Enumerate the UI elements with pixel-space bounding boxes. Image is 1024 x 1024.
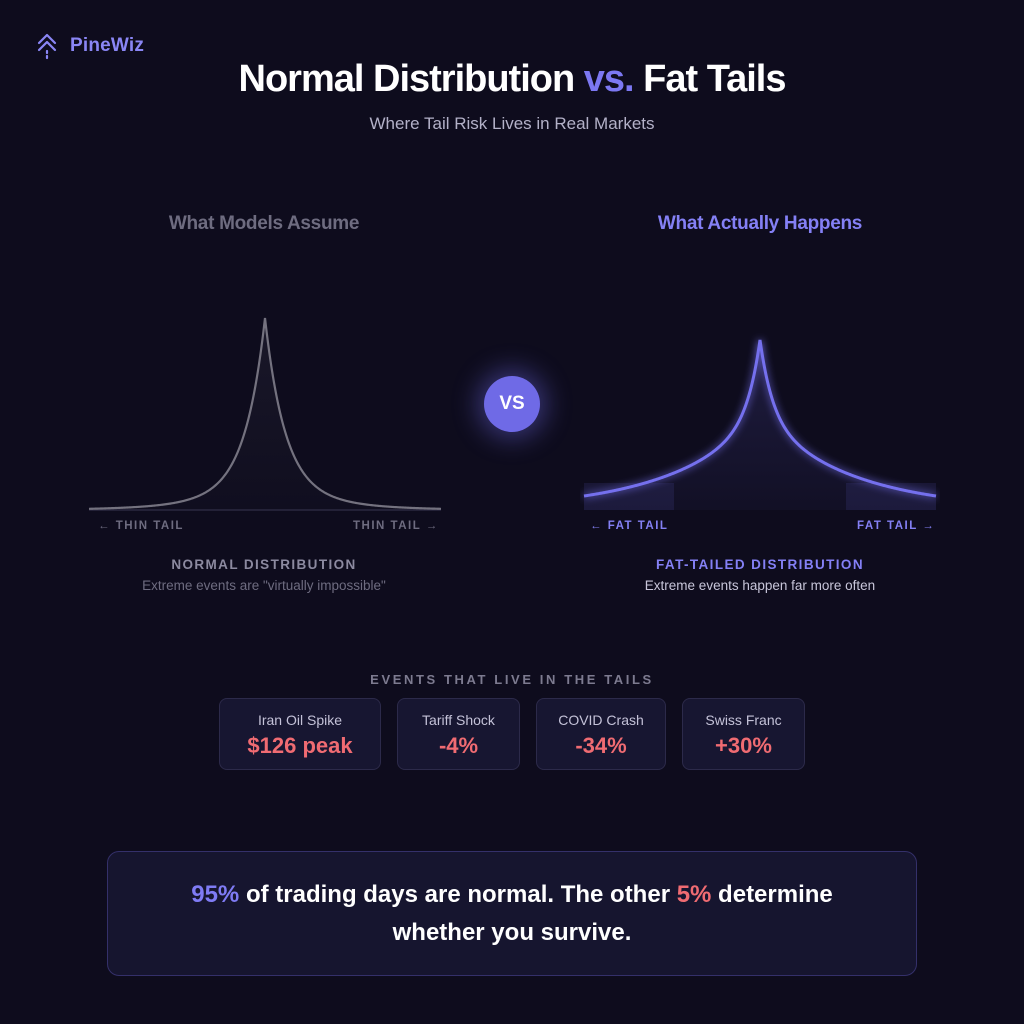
- event-name: COVID Crash: [558, 712, 644, 728]
- fat-tailed-distribution-curve: [583, 339, 937, 510]
- normal-panel-heading: What Models Assume: [168, 213, 360, 234]
- event-value: -4%: [438, 733, 479, 758]
- fat-tail-distribution-title: FAT-TAILED DISTRIBUTION: [656, 557, 864, 572]
- fat-right-tail-label: FAT TAIL →: [857, 520, 936, 532]
- page-subtitle: Where Tail Risk Lives in Real Markets: [369, 114, 655, 133]
- event-card: Iran Oil Spike $126 peak: [219, 698, 381, 770]
- bottom-callout: 95% of trading days are normal. The othe…: [107, 851, 917, 976]
- title-part-2: Fat Tails: [633, 58, 786, 100]
- page-title: Normal Distribution vs. Fat Tails: [0, 58, 1024, 101]
- vs-badge: VS: [484, 376, 540, 432]
- brand-name: PineWiz: [70, 35, 145, 56]
- normal-curve-line: [88, 317, 442, 510]
- fat-tail-panel-heading: What Actually Happens: [657, 213, 863, 234]
- events-section-title: EVENTS THAT LIVE IN THE TAILS: [370, 672, 654, 687]
- callout-text-part-2: determine whether you survive.: [392, 880, 833, 946]
- event-name: Iran Oil Spike: [257, 712, 343, 728]
- event-card: Tariff Shock -4%: [397, 698, 520, 770]
- normal-right-tail-label: THIN TAIL →: [353, 520, 439, 532]
- event-card: COVID Crash -34%: [536, 698, 666, 770]
- normal-curve-fill: [89, 318, 441, 510]
- normal-left-tail-label: ← THIN TAIL: [98, 520, 184, 532]
- pine-tree-icon: [37, 33, 57, 60]
- fat-tail-curve-fill: [584, 340, 936, 510]
- fat-tail-curve-line: [583, 339, 937, 498]
- normal-distribution-curve: [88, 317, 442, 511]
- title-part-1: Normal Distribution: [238, 58, 584, 100]
- normal-days-percent: 95%: [191, 880, 240, 908]
- normal-distribution-title: NORMAL DISTRIBUTION: [171, 557, 357, 572]
- callout-text-part-1: of trading days are normal. The other: [239, 880, 677, 908]
- event-card: Swiss Franc +30%: [682, 698, 805, 770]
- event-value: -34%: [575, 733, 627, 758]
- fat-tail-distribution-description: Extreme events happen far more often: [644, 578, 876, 593]
- callout-text: 95% of trading days are normal. The othe…: [162, 876, 862, 952]
- tail-days-percent: 5%: [676, 880, 712, 908]
- event-name: Swiss Franc: [705, 712, 782, 728]
- event-value: $126 peak: [247, 733, 353, 758]
- event-name: Tariff Shock: [422, 712, 495, 728]
- fat-left-tail-label: ← FAT TAIL: [590, 520, 669, 532]
- event-value: +30%: [715, 733, 772, 758]
- title-vs: vs.: [583, 58, 635, 100]
- brand-logo: PineWiz: [36, 32, 144, 60]
- normal-distribution-description: Extreme events are "virtually impossible…: [142, 578, 386, 593]
